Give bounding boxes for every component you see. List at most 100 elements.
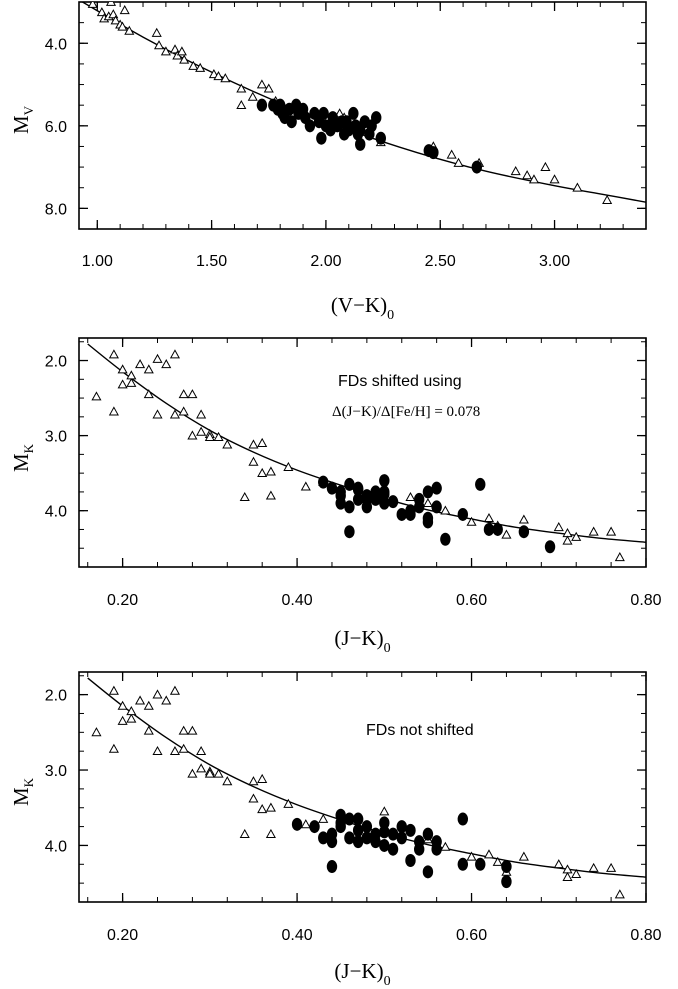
filled-point xyxy=(379,474,390,488)
triangle-point xyxy=(169,685,181,695)
filled-point xyxy=(379,496,390,510)
y-axis-title-main: M xyxy=(9,115,33,134)
filled-point xyxy=(326,835,338,849)
triangle-point xyxy=(196,745,207,756)
filled-point xyxy=(318,831,329,845)
filled-point xyxy=(396,820,407,834)
triangle-point xyxy=(91,727,102,737)
triangle-point xyxy=(422,497,433,508)
triangle-point xyxy=(213,431,224,441)
x-tick-label: 0.60 xyxy=(456,927,487,944)
triangle-point xyxy=(265,828,276,838)
filled-point xyxy=(396,507,407,521)
y-tick-label: 2.0 xyxy=(45,688,67,705)
triangle-point xyxy=(169,349,181,359)
triangle-point xyxy=(176,46,187,56)
triangle-point xyxy=(562,527,573,538)
triangle-point xyxy=(91,391,102,401)
triangle-point xyxy=(143,725,154,735)
y-axis-title-sub: V xyxy=(21,105,36,115)
filled-point xyxy=(387,842,399,856)
filled-point xyxy=(291,817,303,831)
triangle-point xyxy=(405,491,416,502)
triangle-point xyxy=(161,695,172,705)
triangle-point xyxy=(178,743,189,753)
triangle-point xyxy=(300,481,311,491)
filled-point xyxy=(344,525,355,539)
triangle-point xyxy=(160,46,171,56)
x-axis-title: (J−K)0 xyxy=(334,626,390,656)
triangle-point xyxy=(562,871,573,881)
triangle-point xyxy=(178,725,189,735)
plot-frame xyxy=(78,671,647,903)
filled-point xyxy=(379,825,390,839)
triangle-point xyxy=(196,409,207,419)
triangle-point xyxy=(257,467,268,478)
triangle-point xyxy=(135,359,146,369)
x-axis-title-sub: 0 xyxy=(384,641,391,656)
triangle-point xyxy=(247,91,258,101)
triangle-point xyxy=(169,745,181,756)
triangle-point xyxy=(117,715,128,725)
triangle-point xyxy=(518,851,529,861)
triangle-point xyxy=(549,174,560,184)
filled-point xyxy=(361,831,373,845)
filled-point xyxy=(352,823,364,837)
triangle-point xyxy=(318,813,329,823)
triangle-point xyxy=(257,437,268,447)
triangle-point xyxy=(492,856,503,866)
x-tick-label: 3.00 xyxy=(539,253,570,270)
triangle-point xyxy=(239,828,250,838)
triangle-point xyxy=(571,868,582,878)
y-tick-label: 4.0 xyxy=(45,504,67,521)
y-tick-label: 3.0 xyxy=(45,763,67,780)
triangle-point xyxy=(248,439,259,449)
filled-point xyxy=(344,812,355,826)
y-axis-title-main: M xyxy=(9,453,33,472)
filled-point xyxy=(387,827,399,841)
filled-point xyxy=(344,831,355,845)
triangle-point xyxy=(248,793,259,803)
x-tick-label: 0.40 xyxy=(282,927,313,944)
triangle-point xyxy=(501,529,512,539)
plot-frame xyxy=(78,1,647,230)
triangle-point xyxy=(117,379,128,389)
triangle-point xyxy=(518,514,529,524)
triangle-point xyxy=(188,60,199,70)
triangle-point xyxy=(213,768,224,778)
plot-area xyxy=(81,2,646,204)
triangle-point xyxy=(179,54,190,64)
x-tick-label: 1.00 xyxy=(82,253,113,270)
triangle-point xyxy=(126,370,137,380)
triangle-point xyxy=(483,512,495,523)
triangle-point xyxy=(562,535,573,545)
filled-point xyxy=(355,137,366,151)
y-axis-title-sub: K xyxy=(21,443,36,453)
triangle-point xyxy=(572,182,583,192)
x-tick-label: 0.20 xyxy=(107,927,138,944)
triangle-point xyxy=(440,505,451,515)
filled-point xyxy=(422,827,434,841)
triangle-point xyxy=(510,165,521,176)
plot-area xyxy=(87,677,646,899)
triangle-point xyxy=(236,83,247,93)
filled-point xyxy=(431,500,442,514)
filled-point xyxy=(422,865,434,879)
triangle-point xyxy=(528,174,540,184)
filled-point xyxy=(457,507,469,521)
triangle-point xyxy=(161,359,172,369)
triangle-point xyxy=(87,2,98,8)
triangle-point xyxy=(126,377,137,387)
triangle-point xyxy=(105,2,117,6)
triangle-point xyxy=(483,849,495,859)
filled-point xyxy=(387,495,399,509)
filled-point xyxy=(256,98,268,112)
triangle-point xyxy=(117,21,128,31)
filled-point xyxy=(405,854,416,868)
y-axis-title: MK xyxy=(9,777,36,806)
y-tick-label: 4.0 xyxy=(45,838,67,855)
filled-point xyxy=(286,115,297,129)
filled-point xyxy=(501,875,512,889)
x-axis-title: (J−K)0 xyxy=(334,959,390,989)
